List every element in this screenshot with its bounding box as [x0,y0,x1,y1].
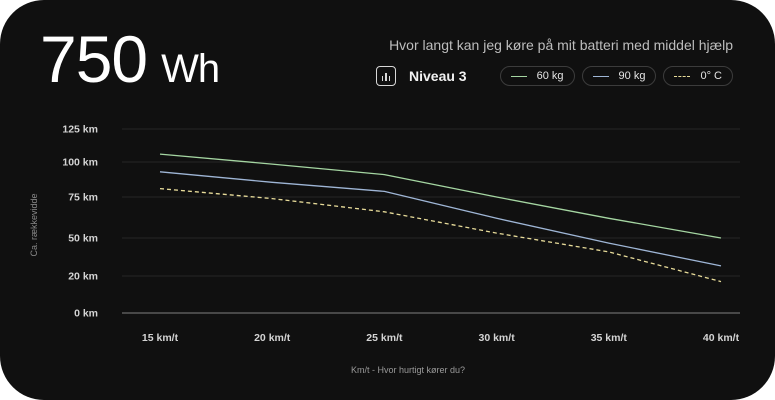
chart-grid [122,128,740,314]
chart-series [159,153,722,283]
bar-chart-icon [376,66,396,86]
x-axis-title: Km/t - Hvor hurtigt kører du? [351,365,465,375]
assist-level-label: Niveau 3 [409,68,467,84]
x-tick-label: 35 km/t [591,332,628,344]
legend-item-90kg[interactable]: 90 kg [581,66,657,86]
legend-label-90kg: 90 kg [618,70,646,82]
range-question: Hvor langt kan jeg køre på mit batteri m… [389,37,733,53]
assist-level-selector[interactable]: Niveau 3 [376,64,467,88]
x-tick-label: 25 km/t [366,332,403,344]
legend-label-60kg: 60 kg [536,70,564,82]
y-tick-label: 75 km [68,192,98,204]
x-tick-label: 40 km/t [703,332,740,344]
x-tick-label: 20 km/t [254,332,291,344]
y-tick-label: 100 km [62,157,98,169]
x-axis-ticks: 15 km/t 20 km/t 25 km/t 30 km/t 35 km/t 40 km… [142,332,740,344]
x-tick-label: 30 km/t [479,332,516,344]
series-line-3 [159,187,722,283]
legend-line-90kg [592,75,609,77]
series-line-1 [159,153,722,239]
legend-line-0c [674,75,691,77]
y-tick-label: 0 km [74,308,98,320]
y-tick-label: 50 km [68,233,98,245]
y-axis-title: Ca. rækkevidde [29,193,39,256]
y-tick-label: 20 km [68,271,98,283]
legend-item-60kg[interactable]: 60 kg [499,66,575,86]
battery-capacity-unit: Wh [161,47,220,91]
y-tick-label: 125 km [62,124,98,136]
legend-label-0c: 0° C [700,70,722,82]
legend-line-60kg [510,75,527,77]
legend-item-0c[interactable]: 0° C [663,66,733,86]
battery-capacity-value: 750 [40,22,148,96]
battery-capacity: 750 Wh [40,26,220,92]
chart-legend: 60 kg 90 kg 0° C [499,66,733,86]
series-line-2 [159,171,722,267]
x-tick-label: 15 km/t [142,332,179,344]
y-axis-ticks: 0 km 20 km 50 km 75 km 100 km 125 km [62,124,98,320]
